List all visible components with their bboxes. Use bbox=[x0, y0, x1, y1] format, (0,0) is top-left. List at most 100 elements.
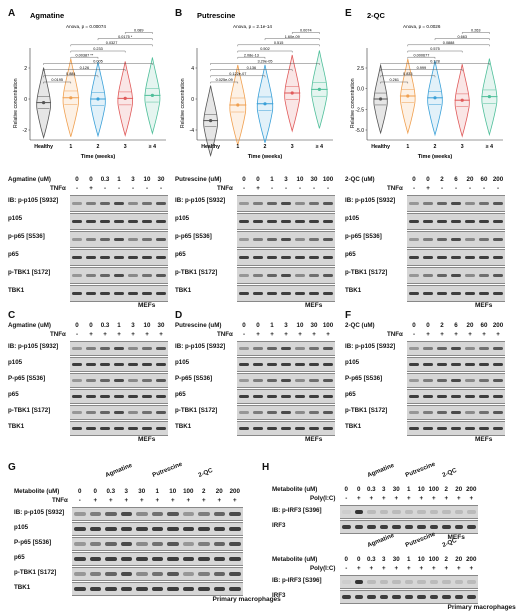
p-value-label: 0.0327 bbox=[106, 41, 118, 45]
blot-band bbox=[267, 378, 277, 382]
blot-row-label: TBK1 bbox=[175, 287, 192, 294]
dose-label: 2 bbox=[440, 322, 444, 329]
blot-band bbox=[198, 557, 210, 561]
blot-band bbox=[437, 237, 447, 241]
blot-row-label: p-p65 [S536] bbox=[8, 233, 45, 240]
dose-label: 0 bbox=[93, 488, 97, 495]
blot-band bbox=[379, 510, 388, 514]
p-value-label: 0.884 bbox=[66, 72, 76, 76]
blot-strip bbox=[70, 405, 168, 420]
blot-band bbox=[253, 201, 263, 205]
panel-letter-g: G bbox=[8, 462, 16, 473]
dose-label: 3 bbox=[131, 322, 135, 329]
stimulus-sign: + bbox=[270, 331, 274, 338]
dose-label: 0 bbox=[89, 176, 93, 183]
blot-band bbox=[493, 410, 503, 414]
blot-band bbox=[442, 595, 451, 599]
blot-strip bbox=[70, 373, 168, 388]
blot-band bbox=[379, 595, 388, 599]
blot-band bbox=[72, 255, 82, 259]
dose-label: 2 bbox=[444, 556, 448, 563]
blot-band bbox=[295, 394, 305, 398]
blot-band bbox=[479, 273, 489, 277]
blot-band bbox=[404, 525, 413, 529]
blot-band bbox=[151, 557, 163, 561]
blot-band bbox=[281, 394, 291, 398]
blot-band bbox=[100, 255, 110, 259]
stimulus-label: TNFα bbox=[52, 497, 68, 504]
blot-band bbox=[114, 410, 124, 414]
blot-band bbox=[142, 237, 152, 241]
stimulus-sign: + bbox=[89, 331, 93, 338]
blot-band bbox=[392, 580, 401, 584]
blot-band bbox=[128, 346, 138, 350]
blot-band bbox=[465, 219, 475, 223]
blot-strip bbox=[237, 213, 335, 230]
blot-band bbox=[451, 378, 461, 382]
stimulus-sign: - bbox=[312, 185, 316, 192]
blot-band bbox=[295, 291, 305, 295]
blot-row-label: p65 bbox=[8, 391, 19, 398]
stimulus-sign: - bbox=[284, 185, 288, 192]
blot-band bbox=[229, 572, 241, 576]
stimulus-sign: - bbox=[75, 185, 79, 192]
p-value-label: 0.999 bbox=[417, 66, 427, 70]
blot-band bbox=[493, 255, 503, 259]
blot-band bbox=[493, 237, 503, 241]
blot-band bbox=[465, 255, 475, 259]
x-tick-label: 2 bbox=[97, 144, 100, 150]
stimulus-sign: + bbox=[284, 331, 288, 338]
mean-marker bbox=[379, 97, 383, 101]
cell-type-caption: MEFs bbox=[305, 436, 323, 443]
x-tick-label: Healthy bbox=[371, 144, 390, 150]
blot-row-label: P-p65 [S536] bbox=[8, 375, 46, 382]
x-tick-label: ≥ 4 bbox=[149, 144, 156, 150]
blot-band bbox=[423, 255, 433, 259]
blot-band bbox=[239, 201, 249, 205]
dose-label: 0.3 bbox=[366, 486, 376, 493]
p-value-label: 0.00387 ** bbox=[76, 53, 94, 57]
blot-band bbox=[167, 572, 179, 576]
blot-band bbox=[295, 273, 305, 277]
blot-row-label: p-TBK1 [S172] bbox=[14, 569, 57, 576]
blot-band bbox=[128, 291, 138, 295]
blot-band bbox=[105, 527, 117, 531]
mean-marker bbox=[406, 94, 410, 98]
blot-band bbox=[182, 542, 194, 546]
blot-band bbox=[100, 378, 110, 382]
dose-label: 60 bbox=[480, 176, 488, 183]
blot-band bbox=[142, 394, 152, 398]
blot-strip bbox=[70, 285, 168, 302]
blot-band bbox=[409, 394, 419, 398]
x-tick-label: 3 bbox=[291, 144, 294, 150]
stimulus-sign: + bbox=[159, 331, 163, 338]
stimulus-sign: - bbox=[345, 495, 348, 502]
stimulus-label: TNFα bbox=[387, 185, 403, 192]
blot-band bbox=[89, 542, 101, 546]
stimulus-sign: + bbox=[131, 331, 135, 338]
dose-label: 0 bbox=[242, 322, 246, 329]
blot-band bbox=[86, 291, 96, 295]
blot-band bbox=[479, 201, 489, 205]
stimulus-sign: - bbox=[78, 497, 81, 504]
blot-band bbox=[86, 255, 96, 259]
blot-band bbox=[114, 394, 124, 398]
blot-band bbox=[86, 201, 96, 205]
blot-band bbox=[213, 512, 225, 516]
cell-type-caption: Primary macrophages bbox=[447, 604, 516, 611]
blot-band bbox=[182, 512, 194, 516]
blot-band bbox=[136, 557, 148, 561]
dose-label: 0 bbox=[412, 322, 416, 329]
blot-band bbox=[295, 346, 305, 350]
stimulus-sign: + bbox=[444, 495, 449, 502]
mean-marker bbox=[290, 91, 294, 95]
stimulus-sign: + bbox=[419, 565, 424, 572]
blot-band bbox=[392, 525, 401, 529]
blot-band bbox=[465, 426, 475, 430]
p-value-label: 0.089 bbox=[134, 29, 144, 33]
blot-band bbox=[89, 512, 101, 516]
blot-row-label: p65 bbox=[175, 251, 186, 258]
blot-band bbox=[151, 527, 163, 531]
blot-band bbox=[105, 587, 117, 591]
blot-band bbox=[309, 410, 319, 414]
